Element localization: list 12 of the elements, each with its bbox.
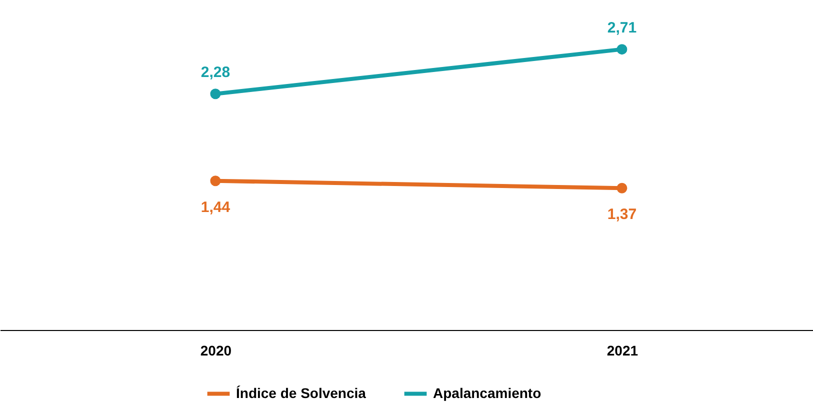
legend-label: Apalancamiento: [433, 384, 542, 401]
point: [616, 44, 628, 55]
point: [210, 88, 221, 100]
point: [616, 182, 628, 194]
data-label: 1,37: [607, 206, 637, 224]
data-label: 1,44: [200, 198, 231, 216]
data-label: 2,71: [607, 19, 637, 36]
legend-label: Índice de Solvencia: [236, 384, 366, 401]
x-tick-label: 2020: [200, 342, 232, 358]
data-label: 2,28: [200, 64, 230, 81]
x-tick-label: 2021: [606, 342, 638, 358]
point: [210, 176, 221, 186]
